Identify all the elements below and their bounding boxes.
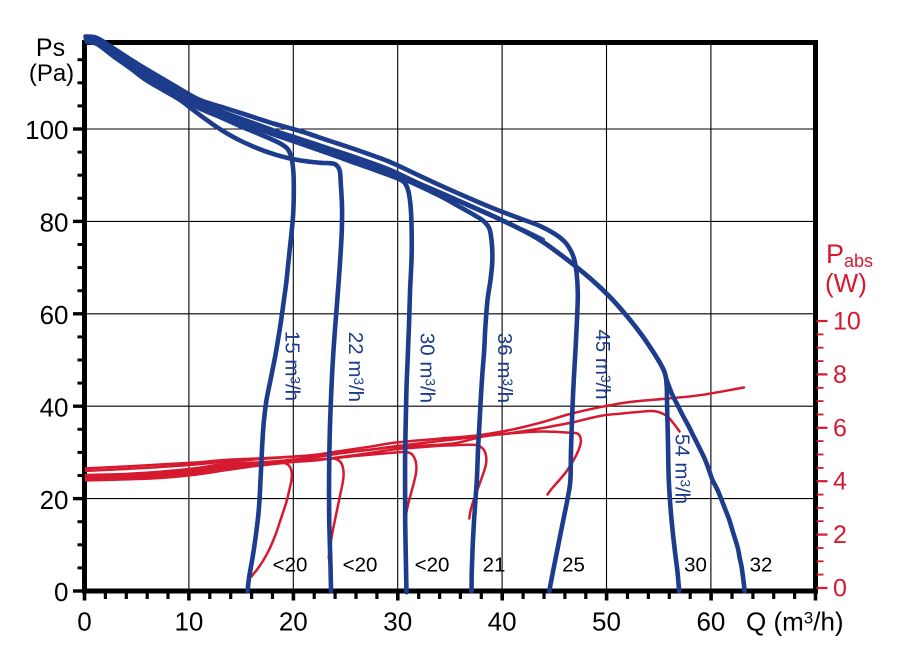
svg-text:Ps: Ps (36, 34, 65, 62)
svg-text:(Pa): (Pa) (29, 60, 74, 87)
svg-text:25: 25 (562, 554, 585, 577)
svg-text:(W): (W) (825, 268, 867, 298)
svg-text:40: 40 (40, 392, 69, 422)
svg-text:80: 80 (40, 208, 69, 238)
svg-text:8: 8 (833, 361, 847, 389)
svg-text:<20: <20 (273, 554, 308, 577)
svg-text:36 m3/h: 36 m3/h (493, 333, 516, 403)
svg-text:Q (m3/h): Q (m3/h) (746, 607, 844, 637)
svg-text:15 m3/h: 15 m3/h (281, 331, 304, 401)
svg-text:20: 20 (40, 485, 69, 515)
svg-text:40: 40 (488, 607, 517, 637)
svg-text:<20: <20 (343, 554, 378, 577)
svg-text:45 m3/h: 45 m3/h (591, 329, 614, 399)
svg-text:54 m3/h: 54 m3/h (671, 434, 694, 504)
svg-text:10: 10 (174, 607, 203, 637)
svg-text:0: 0 (54, 577, 68, 607)
svg-text:60: 60 (40, 300, 69, 330)
svg-text:30: 30 (383, 607, 412, 637)
svg-text:4: 4 (833, 468, 847, 496)
svg-text:22 m3/h: 22 m3/h (344, 332, 367, 402)
svg-text:21: 21 (483, 554, 506, 577)
svg-text:6: 6 (833, 414, 847, 442)
svg-text:30: 30 (684, 554, 707, 577)
svg-text:100: 100 (25, 115, 68, 145)
svg-text:50: 50 (592, 607, 621, 637)
svg-text:30 m3/h: 30 m3/h (416, 333, 439, 403)
svg-text:60: 60 (696, 607, 725, 637)
svg-text:<20: <20 (415, 554, 450, 577)
svg-text:20: 20 (279, 607, 308, 637)
svg-text:0: 0 (833, 575, 847, 603)
svg-text:0: 0 (77, 607, 91, 637)
svg-text:10: 10 (833, 308, 861, 336)
svg-text:32: 32 (750, 554, 773, 577)
svg-text:2: 2 (833, 521, 847, 549)
